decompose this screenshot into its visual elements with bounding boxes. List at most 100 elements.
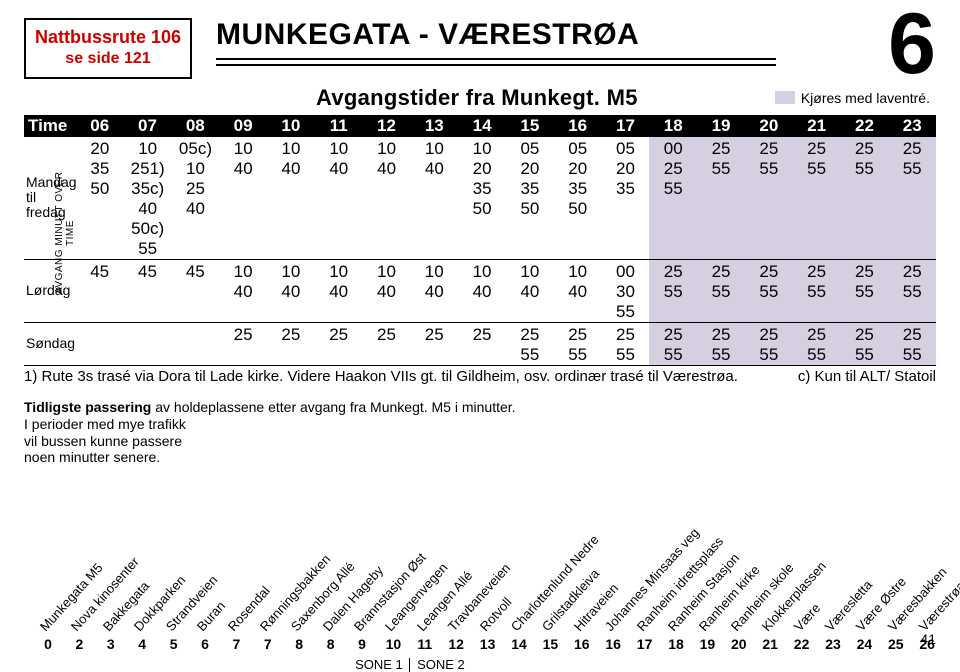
minute-cell: [76, 323, 124, 365]
minute-cell: 2555: [793, 137, 841, 259]
passing-bold: Tidligste passering: [24, 399, 151, 415]
hour-col: 22: [841, 116, 889, 136]
minute-cell: 2555: [888, 260, 936, 322]
hour-col: 10: [267, 116, 315, 136]
stop-minute: 15: [540, 636, 560, 652]
stop-minute: 16: [603, 636, 623, 652]
hour-col: 19: [697, 116, 745, 136]
stop-minute: 3: [101, 636, 121, 652]
minute-cell: 1040: [410, 260, 458, 322]
minute-cell: 2555: [793, 323, 841, 365]
hour-header: Time: [24, 116, 76, 136]
minute-cell: 2555: [793, 260, 841, 322]
passing-l2: I perioder med mye trafikk: [24, 416, 936, 433]
divider: [216, 64, 776, 66]
minute-cell: 45: [76, 260, 124, 322]
stop-minute: 22: [792, 636, 812, 652]
minute-cell: 05203550: [506, 137, 554, 259]
subtitle: Avgangstider fra Munkegt. M5: [316, 85, 638, 111]
minute-cell: 25: [410, 323, 458, 365]
stop-minute: 21: [760, 636, 780, 652]
stop-minute: 8: [321, 636, 341, 652]
legend-swatch: [775, 91, 795, 104]
minute-cell: 1040: [458, 260, 506, 322]
stop-minute: 20: [729, 636, 749, 652]
minute-cell: 052035: [602, 137, 650, 259]
stop-minute: 10: [383, 636, 403, 652]
zone-1: SONE 1: [355, 657, 403, 672]
timetable: Time060708091011121314151617181920212223…: [24, 115, 936, 367]
hour-col: 11: [315, 116, 363, 136]
stop-minute: 19: [697, 636, 717, 652]
stop-minute: 8: [289, 636, 309, 652]
stop-minute: 4: [132, 636, 152, 652]
minute-cell: 002555: [649, 137, 697, 259]
stop-minute: 23: [823, 636, 843, 652]
minute-cell: 2555: [745, 137, 793, 259]
stop-minute: 0: [38, 636, 58, 652]
minute-cell: 2555: [841, 137, 889, 259]
minute-cell: 25: [458, 323, 506, 365]
hour-col: 12: [363, 116, 411, 136]
ref-line1: Nattbussrute 106: [30, 26, 186, 49]
minute-cell: 1040: [363, 260, 411, 322]
divider: [216, 58, 776, 60]
minute-cell: 2555: [697, 323, 745, 365]
hour-col: 09: [219, 116, 267, 136]
hour-col: 07: [124, 116, 172, 136]
minute-cell: 25: [267, 323, 315, 365]
stop-minute: 25: [886, 636, 906, 652]
minute-cell: 2555: [745, 323, 793, 365]
hour-col: 08: [171, 116, 219, 136]
stop-minute: 18: [666, 636, 686, 652]
minute-cell: 2555: [697, 260, 745, 322]
stop-minute: 7: [226, 636, 246, 652]
hour-col: 15: [506, 116, 554, 136]
minute-cell: 1040: [219, 137, 267, 259]
minute-cell: 2555: [841, 260, 889, 322]
minute-cell: 10251)35c)4050c)55: [124, 137, 172, 259]
hour-col: 20: [745, 116, 793, 136]
hour-col: 13: [410, 116, 458, 136]
footnote-left: 1) Rute 3s trasé via Dora til Lade kirke…: [24, 368, 738, 385]
minute-cell: 45: [171, 260, 219, 322]
night-route-ref: Nattbussrute 106 se side 121: [24, 18, 192, 79]
minute-cell: 2555: [888, 137, 936, 259]
minute-cell: 45: [124, 260, 172, 322]
zone-2: SONE 2: [417, 657, 465, 672]
stop-minute: 11: [415, 636, 435, 652]
stop-minute: 5: [164, 636, 184, 652]
hour-col: 21: [793, 116, 841, 136]
stop-minute: 6: [195, 636, 215, 652]
minute-cell: 1040: [267, 260, 315, 322]
minute-cell: 25: [315, 323, 363, 365]
minute-cell: 05203550: [554, 137, 602, 259]
passing-l4: noen minutter senere.: [24, 449, 936, 466]
stop-minute: 2: [69, 636, 89, 652]
hour-col: 16: [554, 116, 602, 136]
minute-cell: [124, 323, 172, 365]
minute-cell: 1040: [506, 260, 554, 322]
passing-note: Tidligste passering av holdeplassene ett…: [24, 399, 936, 466]
minute-cell: 203550: [76, 137, 124, 259]
minute-cell: 2555: [841, 323, 889, 365]
minute-cell: 1040: [315, 260, 363, 322]
hour-col: 18: [649, 116, 697, 136]
stop-minute: 14: [509, 636, 529, 652]
minute-cell: 1040: [363, 137, 411, 259]
passing-rest: av holdeplassene etter avgang fra Munkeg…: [151, 399, 515, 415]
minute-cell: 2555: [554, 323, 602, 365]
stops-diagram: Munkegata M50Nova kinosenter2Bakkegata3D…: [24, 530, 936, 650]
hour-col: 23: [888, 116, 936, 136]
passing-l3: vil bussen kunne passere: [24, 433, 936, 450]
minute-cell: 05c)102540: [172, 137, 220, 259]
hour-col: 17: [602, 116, 650, 136]
ref-line2: se side 121: [30, 49, 186, 69]
hour-col: 14: [458, 116, 506, 136]
page-title: MUNKEGATA - VÆRESTRØA: [216, 18, 936, 52]
stop-minute: 24: [854, 636, 874, 652]
day-label: Søndag: [24, 323, 76, 365]
stop-minute: 9: [352, 636, 372, 652]
page-number: 41: [920, 631, 936, 647]
vertical-label: AVGANG MINUTT OVER TIME: [54, 158, 76, 308]
